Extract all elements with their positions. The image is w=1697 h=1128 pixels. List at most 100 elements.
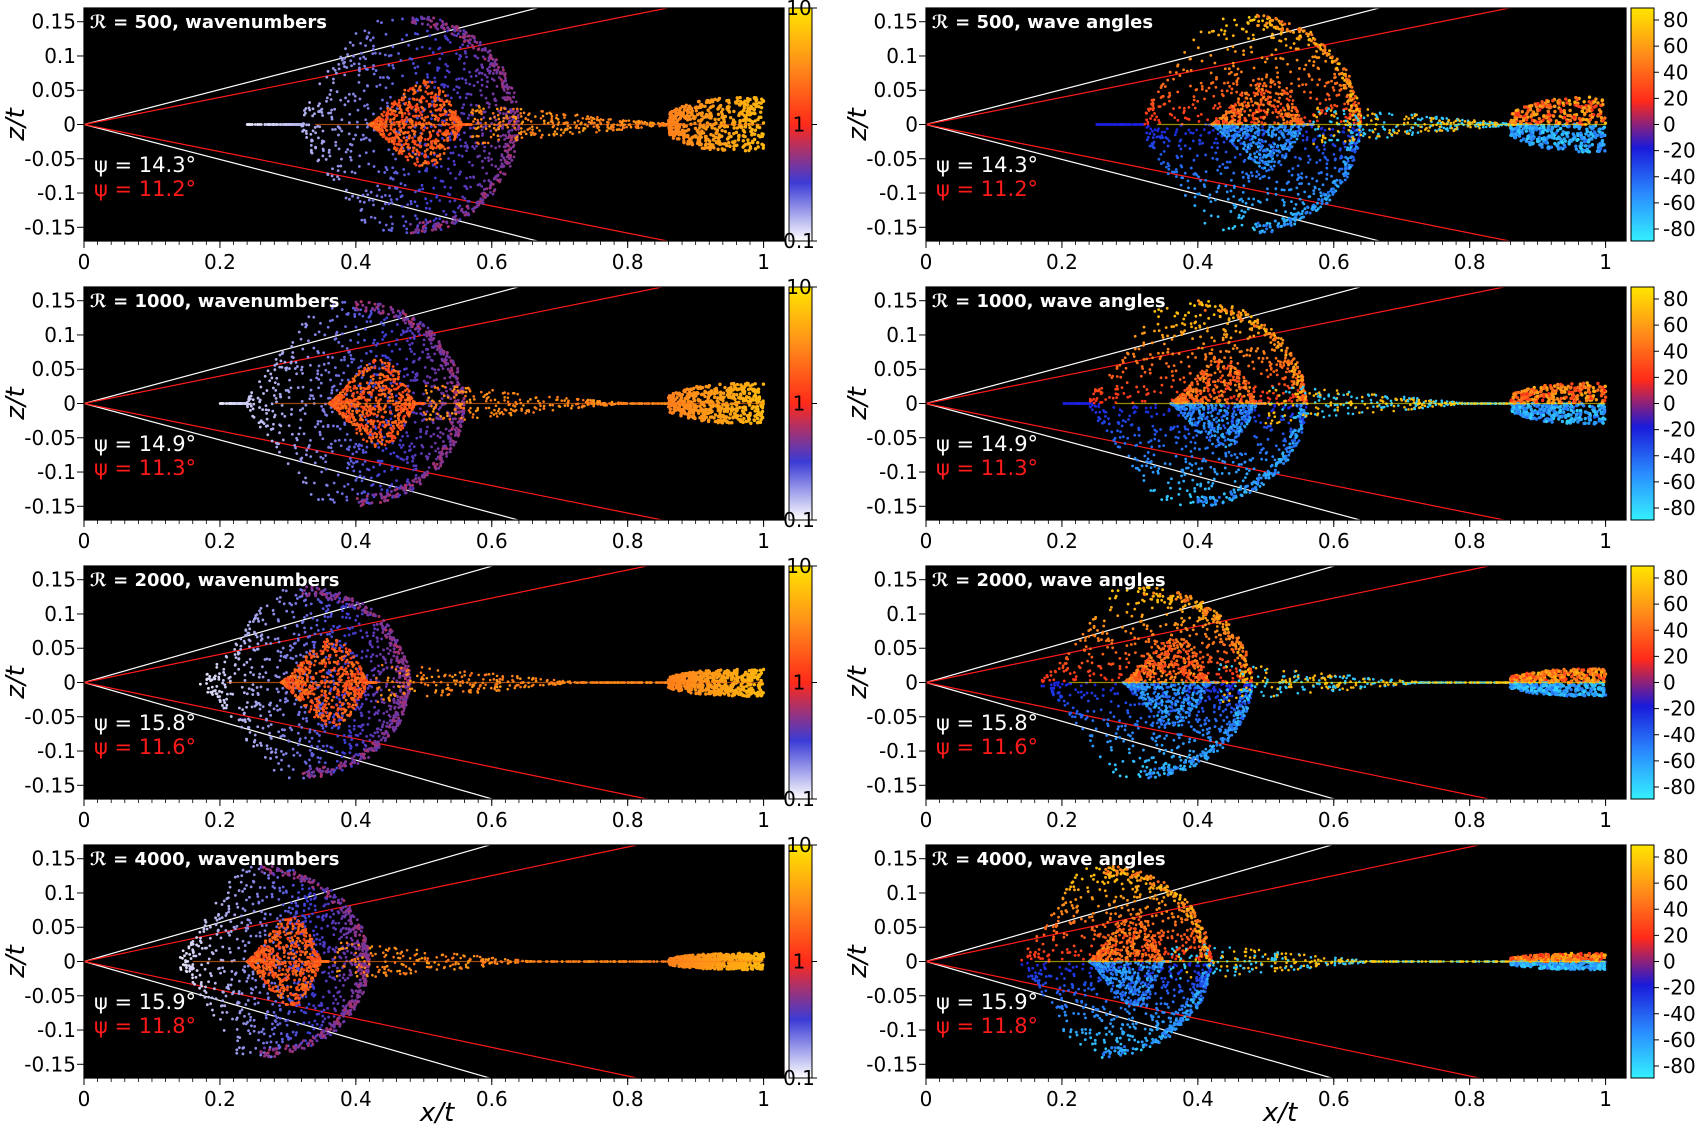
scatter-point bbox=[521, 120, 525, 124]
scatter-point bbox=[482, 149, 486, 153]
scatter-point bbox=[1288, 142, 1292, 146]
scatter-point bbox=[400, 145, 404, 149]
scatter-point bbox=[320, 111, 324, 114]
scatter-point bbox=[504, 79, 508, 83]
scatter-point bbox=[1331, 143, 1335, 146]
scatter-point bbox=[564, 128, 567, 131]
scatter-point bbox=[504, 85, 508, 89]
scatter-point bbox=[508, 140, 512, 144]
scatter-point bbox=[1258, 148, 1262, 152]
scatter-point bbox=[490, 163, 494, 167]
scatter-point bbox=[582, 127, 586, 130]
scatter-point bbox=[465, 149, 468, 153]
scatter-point bbox=[1222, 120, 1226, 124]
scatter-point bbox=[1314, 42, 1318, 46]
scatter-point bbox=[349, 158, 353, 162]
scatter-point bbox=[1335, 104, 1339, 108]
scatter-point bbox=[1353, 147, 1357, 151]
scatter-point bbox=[1268, 19, 1272, 23]
scatter-point bbox=[1211, 128, 1215, 132]
scatter-point bbox=[1260, 159, 1264, 163]
scatter-point bbox=[388, 186, 391, 190]
scatter-point bbox=[1189, 131, 1193, 135]
scatter-point bbox=[420, 229, 424, 233]
scatter-point bbox=[400, 38, 404, 41]
scatter-point bbox=[437, 90, 441, 94]
scatter-point bbox=[1237, 109, 1240, 113]
scatter-point bbox=[1276, 104, 1280, 108]
scatter-point bbox=[339, 55, 343, 59]
scatter-point bbox=[545, 112, 549, 115]
scatter-point bbox=[458, 46, 462, 49]
scatter-point bbox=[1268, 222, 1272, 226]
scatter-point bbox=[1346, 175, 1349, 179]
scatter-point bbox=[1228, 84, 1232, 88]
scatter-point bbox=[1157, 90, 1160, 94]
scatter-point bbox=[1411, 131, 1415, 134]
scatter-point bbox=[1335, 178, 1339, 182]
scatter-point bbox=[1450, 126, 1453, 130]
scatter-point bbox=[1254, 175, 1258, 178]
scatter-point bbox=[1293, 140, 1297, 144]
scatter-point bbox=[1324, 112, 1328, 116]
scatter-point bbox=[374, 69, 378, 72]
scatter-point bbox=[313, 112, 316, 116]
scatter-point bbox=[1282, 220, 1286, 224]
scatter-point bbox=[1160, 95, 1164, 99]
scatter-point bbox=[1358, 107, 1362, 111]
scatter-point bbox=[1242, 147, 1246, 150]
scatter-point bbox=[475, 201, 479, 205]
scatter-point bbox=[429, 95, 433, 99]
scatter-point bbox=[384, 117, 388, 121]
scatter-point bbox=[1301, 201, 1305, 204]
scatter-point bbox=[1318, 78, 1321, 82]
scatter-point bbox=[1235, 90, 1239, 94]
scatter-point bbox=[1315, 146, 1319, 150]
scatter-point bbox=[587, 117, 591, 121]
scatter-point bbox=[1452, 121, 1456, 124]
scatter-point bbox=[414, 71, 418, 75]
scatter-point bbox=[472, 175, 476, 179]
scatter-point bbox=[1226, 166, 1229, 170]
scatter-point bbox=[1269, 81, 1273, 85]
scatter-point bbox=[1392, 129, 1395, 133]
scatter-point bbox=[1264, 89, 1268, 93]
scatter-point bbox=[1227, 227, 1231, 230]
scatter-point bbox=[1291, 140, 1294, 144]
scatter-point bbox=[508, 164, 512, 168]
scatter-point bbox=[1238, 115, 1242, 119]
scatter-point bbox=[1281, 155, 1285, 159]
scatter-point bbox=[392, 121, 396, 125]
scatter-point bbox=[380, 125, 384, 129]
scatter-point bbox=[1344, 167, 1348, 171]
scatter-point bbox=[1269, 78, 1273, 82]
scatter-point bbox=[367, 31, 371, 35]
scatter-point bbox=[391, 222, 394, 226]
scatter-point bbox=[343, 60, 346, 64]
scatter-point bbox=[411, 124, 415, 128]
scatter-point bbox=[1160, 130, 1164, 134]
scatter-point bbox=[329, 98, 333, 101]
scatter-point bbox=[405, 227, 409, 231]
scatter-point bbox=[506, 117, 509, 120]
scatter-point bbox=[1330, 59, 1334, 63]
scatter-point bbox=[1425, 115, 1429, 119]
scatter-point bbox=[305, 132, 308, 135]
scatter-point bbox=[1283, 108, 1287, 112]
scatter-point bbox=[466, 212, 470, 216]
scatter-point bbox=[382, 76, 385, 79]
scatter-point bbox=[531, 131, 535, 134]
scatter-point bbox=[1245, 132, 1249, 136]
scatter-point bbox=[466, 44, 470, 48]
scatter-point bbox=[408, 154, 412, 158]
scatter-point bbox=[1348, 112, 1352, 116]
scatter-point bbox=[1366, 114, 1370, 117]
scatter-point bbox=[499, 170, 503, 174]
scatter-point bbox=[481, 47, 485, 51]
scatter-point bbox=[466, 34, 470, 38]
scatter-point bbox=[1349, 145, 1353, 149]
scatter-point bbox=[416, 231, 420, 234]
scatter-point bbox=[1376, 134, 1379, 138]
scatter-point bbox=[1285, 222, 1289, 226]
scatter-point bbox=[478, 40, 482, 44]
